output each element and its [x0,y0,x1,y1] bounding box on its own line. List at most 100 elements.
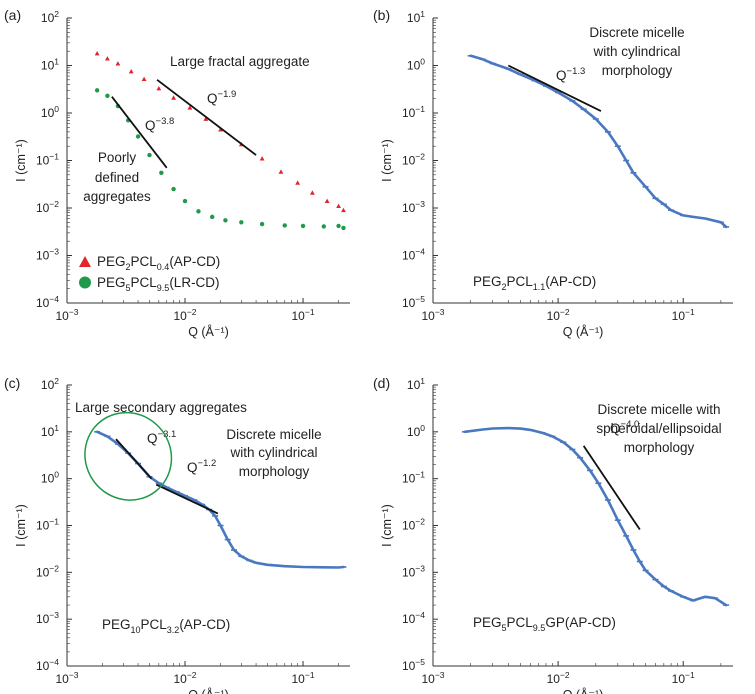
panel-a-legend-label: PEG2PCL0.4(AP-CD) [97,254,220,272]
panel-b-y-tick-label: 100 [407,57,425,73]
panel-d-y-tick-label: 10−4 [402,610,425,626]
panel-b-annotation: Discrete micelle [589,25,684,40]
panel-c-y-tick-label-base: 10 [36,519,50,533]
panel-a-y-tick-label-exp: −3 [49,247,59,257]
panel-c-y-tick-label-base: 10 [36,565,50,579]
panel-b-annotation: with cylindrical [592,44,680,59]
panel-a-slope-label: Q−3.8 [145,116,174,133]
panel-c-y-axis-label: I (cm⁻¹) [14,504,28,547]
panel-b-x-axis-label: Q (Å⁻¹) [563,324,604,339]
panel-d-y-tick-label-base: 10 [407,378,421,392]
panel-c-sample-label: PEG10PCL3.2(AP-CD) [102,617,230,635]
panel-d-y-tick-label: 10−3 [402,563,425,579]
panel-c-sample-label-b: PCL [141,617,168,632]
panel-d-y-tick-label-exp: −3 [415,563,425,573]
panel-c-label: (c) [4,375,20,391]
panel-a-x-tick-label-exp: −3 [69,307,79,317]
panel-b-y-tick-label: 10−3 [402,199,425,215]
panel-a-legend-label-sub1: 5 [126,283,131,293]
panel-a-x-axis-label: Q (Å⁻¹) [188,324,229,339]
panel-c-x-tick-label: 10−3 [55,670,78,686]
panel-a-data-point [171,186,176,192]
panel-a-y-tick-label-base: 10 [41,59,55,73]
panel-c-sample-label-a: PEG [102,617,131,632]
panel-c-slope-label: Q−3.1 [147,429,176,446]
panel-d-sample-label: PEG5PCL9.5GP(AP-CD) [473,615,616,633]
panel-a-y-tick-label-base: 10 [36,296,50,310]
panel-b-y-tick-label-exp: −3 [415,199,425,209]
panel-d-x-tick-label-exp: −1 [685,670,695,680]
panel-d-y-tick-label-exp: 0 [420,423,425,433]
panel-d-sample-label-sub2: 9.5 [533,623,546,633]
panel-a-slope-line [111,96,168,169]
panel-a-data-point [336,223,341,229]
panel-d-y-tick-label: 101 [407,376,425,392]
panel-a-data-point [259,156,265,161]
panel-c-slope-label-exp: −3.1 [158,429,177,440]
panel-c-y-tick-label-exp: −4 [49,657,59,667]
panel-b-annotation: morphology [602,63,673,78]
panel-a-data-point [341,207,346,213]
panel-d-y-tick-label-base: 10 [402,519,416,533]
panel-c-y-tick-label-base: 10 [41,425,55,439]
panel-a-legend-label-c: (AP-CD) [169,254,220,269]
panel-d-y-tick-label-exp: −1 [415,470,425,480]
panel-a-x-tick-label: 10−3 [55,307,78,323]
panel-d-slope-label-base: Q [610,421,621,436]
panel-d-y-tick-label-base: 10 [407,425,421,439]
panel-b-sample-label-a: PEG [473,274,502,289]
panel-b-sample-label-sub2: 1.1 [533,282,546,292]
panel-a-y-tick-label-exp: −2 [49,199,59,209]
panel-c-slope-label-base: Q [187,460,198,475]
panel-d-sample-label-a: PEG [473,615,502,630]
panel-d-x-tick-label: 10−3 [421,670,444,686]
panel-b-y-tick-label-exp: 1 [420,9,425,19]
panel-c-x-tick-label-base: 10 [55,672,69,686]
panel-a-data-point [259,221,265,227]
panel-c-annotation: morphology [239,464,310,479]
panel-c-y-tick-label-base: 10 [41,378,55,392]
panel-c-slope-label: Q−1.2 [187,458,216,475]
panel-c-y-tick-label-exp: −3 [49,610,59,620]
panel-a-y-axis-label: I (cm⁻¹) [14,139,28,182]
panel-c-x-axis-label: Q (Å⁻¹) [188,687,229,694]
panel-d-y-tick-label-exp: −5 [415,657,425,667]
panel-a-y-tick-label: 10−2 [36,199,59,215]
panel-a-x-tick-label-base: 10 [292,309,306,323]
panel-d-x-tick-label: 10−1 [672,670,695,686]
panel-d-y-tick-label-exp: −4 [415,610,425,620]
panel-c-y-tick-label-base: 10 [41,472,55,486]
panel-a-data-point [196,209,201,214]
panel-a-y-tick-label-base: 10 [36,201,50,215]
panel-a-y-tick-label: 10−1 [36,152,59,168]
panel-a-data-point [105,93,110,99]
panel-d-x-tick-label-base: 10 [672,672,686,686]
panel-a-legend-label-b: PCL [131,254,158,269]
panel-a-x-tick-label: 10−1 [292,307,315,323]
panel-c-sample-label-c: (AP-CD) [179,617,230,632]
panel-c-y-tick-label-exp: 2 [54,376,59,386]
panel-a-annotation: Large fractal aggregate [170,54,310,69]
panel-c-slope-line [115,438,153,480]
panel-a-x-tick-label-exp: −2 [187,307,197,317]
panel-b-y-tick-label-base: 10 [402,201,416,215]
panel-a-slope-label: Q−1.9 [207,89,236,106]
panel-c-y-tick-label: 10−1 [36,517,59,533]
panel-c-y-tick-label: 10−2 [36,563,59,579]
panel-a-x-tick-label-exp: −1 [305,307,315,317]
panel-a-data-point [159,170,164,176]
panel-a-legend-marker [79,276,91,289]
panel-d-sample-label-c: GP(AP-CD) [545,615,616,630]
panel-a-legend-marker [79,256,91,267]
panel-a-series-0 [94,50,346,213]
panel-c-annotation: with cylindrical [229,445,317,460]
panel-a-data-point [115,61,121,66]
panel-b-sample-label-c: (AP-CD) [545,274,596,289]
panel-d-y-tick-label-base: 10 [402,659,416,673]
panel-c-slope-line [155,483,219,515]
panel-c-y-tick-label-base: 10 [36,659,50,673]
panel-a-legend-label-a: PEG [97,254,126,269]
panel-b-y-tick-label-base: 10 [407,11,421,25]
